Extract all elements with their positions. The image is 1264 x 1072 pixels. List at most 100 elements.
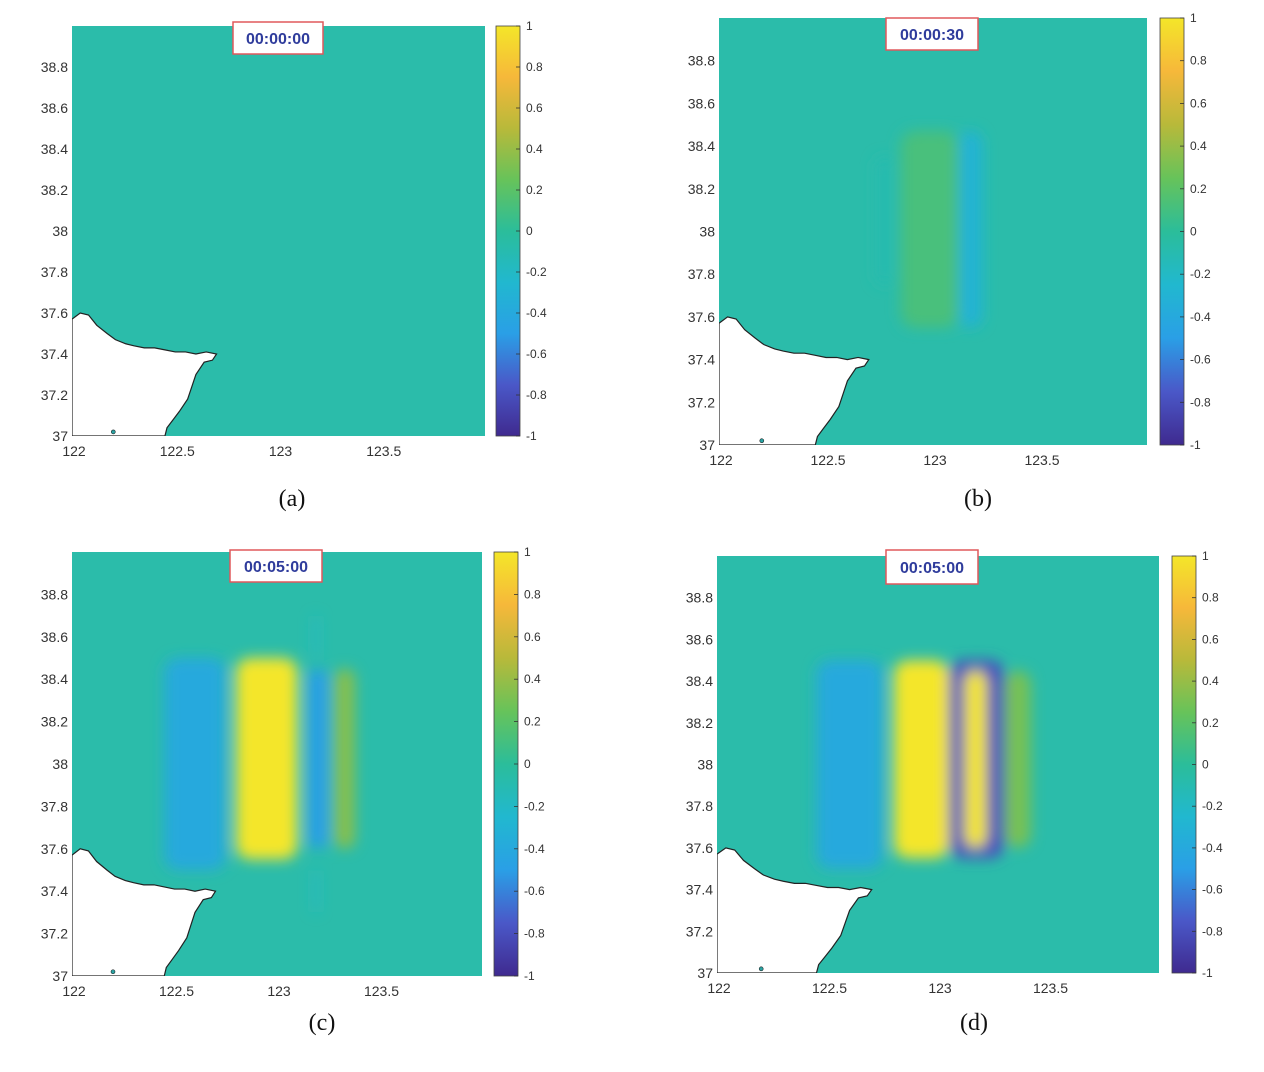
x-tick-label: 122.5	[812, 980, 847, 996]
y-tick-label: 37.2	[688, 394, 715, 410]
y-tick-label: 38.8	[688, 53, 715, 69]
y-tick-label: 37	[52, 428, 68, 444]
island	[759, 438, 765, 444]
heatmap-cell	[313, 615, 318, 658]
x-tick-label: 122	[709, 452, 733, 468]
colorbar-tick-label: -0.2	[1190, 267, 1211, 281]
y-tick-label: 37.4	[41, 883, 68, 899]
timestamp-box	[229, 549, 323, 583]
colorbar-tick-label: 0.8	[526, 60, 543, 74]
heatmap-cell	[875, 156, 895, 285]
y-tick-label: 37.6	[688, 309, 715, 325]
land-coastline	[717, 847, 873, 973]
colorbar-tick-label: 0.6	[526, 101, 543, 115]
colorbar-tick-label: 1	[524, 545, 531, 559]
y-tick-label: 37	[52, 968, 68, 984]
x-tick-label: 123	[267, 983, 291, 999]
colorbar-tick-label: -0.8	[526, 388, 547, 402]
y-tick-label: 37.6	[41, 841, 68, 857]
colorbar-tick-label: 0.4	[1202, 674, 1219, 688]
y-tick-label: 37.4	[41, 346, 68, 362]
y-tick-label: 38.6	[41, 100, 68, 116]
y-tick-label: 37	[699, 437, 715, 453]
heatmap-features	[164, 615, 355, 913]
panel-a: 37 37.2 37.4 37.6 37.8 38 38.2 38.4 38.6 38.8 122 1…	[0, 0, 632, 536]
y-tick-label: 37.8	[688, 266, 715, 282]
colorbar-tick-label: 0	[1190, 225, 1197, 239]
y-tick-label: 37	[697, 965, 713, 981]
timestamp-label: 00:05:00	[244, 559, 308, 576]
y-tick-label: 38.2	[41, 182, 68, 198]
colorbar-tick-label: 0.2	[1202, 716, 1219, 730]
colorbar-tick-label: 1	[526, 19, 533, 33]
heatmap-chart-c: 37 37.2 37.4 37.6 37.8 38 38.2 38.4 38.6 38.8 122 1…	[41, 545, 545, 1036]
colorbar-tick-label: -0.6	[1190, 353, 1211, 367]
y-tick-label: 37.6	[686, 840, 713, 856]
colorbar-tick-label: -1	[524, 969, 535, 983]
colorbar-tick-label: -1	[526, 429, 537, 443]
heatmap-cell	[164, 658, 226, 870]
heatmap-cell	[313, 870, 318, 913]
x-tick-label: 123.5	[1033, 980, 1068, 996]
y-tick-label: 37.8	[41, 798, 68, 814]
heatmap-cell	[236, 658, 298, 860]
panel-caption: (a)	[279, 486, 306, 512]
heatmap-cell	[958, 131, 983, 328]
y-tick-label: 38.6	[688, 95, 715, 111]
colorbar-tick-label: 0.4	[1190, 139, 1207, 153]
y-tick-label: 38	[52, 756, 68, 772]
y-tick-label: 38.2	[688, 181, 715, 197]
x-tick-label: 123.5	[1024, 452, 1059, 468]
colorbar-tick-label: 0.2	[1190, 182, 1207, 196]
x-tick-label: 123	[923, 452, 947, 468]
island	[110, 969, 116, 975]
timestamp-label: 00:00:00	[246, 31, 310, 48]
colorbar-tick-label: -0.6	[1202, 883, 1223, 897]
y-tick-label: 38	[697, 757, 713, 773]
x-tick-label: 122	[707, 980, 731, 996]
y-tick-label: 38.2	[41, 714, 68, 730]
y-tick-label: 38.8	[41, 59, 68, 75]
colorbar-tick-label: -0.4	[526, 306, 547, 320]
colorbar-tick-label: -0.2	[524, 799, 545, 813]
y-tick-label: 38.4	[41, 671, 68, 687]
panel-caption: (c)	[309, 1010, 336, 1036]
colorbar-tick-label: -0.2	[1202, 799, 1223, 813]
colorbar-tick-label: 0	[524, 757, 531, 771]
heatmap-cell	[900, 131, 959, 328]
colorbar-tick-label: -0.8	[524, 927, 545, 941]
y-tick-label: 38	[52, 223, 68, 239]
colorbar-tick-label: 0	[1202, 758, 1209, 772]
colorbar-tick-label: -0.8	[1202, 924, 1223, 938]
land-coastline	[719, 316, 870, 445]
x-tick-label: 122.5	[160, 443, 195, 459]
y-tick-label: 37.2	[686, 923, 713, 939]
y-tick-label: 37.4	[688, 352, 715, 368]
x-tick-label: 122	[62, 443, 86, 459]
panel-b: 37 37.2 37.4 37.6 37.8 38 38.2 38.4 38.6 38.8 122 1…	[632, 0, 1264, 536]
colorbar-tick-label: 0.4	[524, 672, 541, 686]
y-tick-label: 37.2	[41, 926, 68, 942]
colorbar-tick-label: -1	[1190, 438, 1201, 452]
y-tick-label: 38.8	[41, 586, 68, 602]
colorbar-tick-label: 0.4	[526, 142, 543, 156]
heatmap-cell	[964, 670, 987, 848]
colorbar-tick-label: -0.4	[1202, 841, 1223, 855]
heatmap-cell	[816, 660, 883, 869]
colorbar-tick-label: 0.8	[1202, 591, 1219, 605]
y-tick-label: 37.4	[686, 882, 713, 898]
y-tick-label: 38.6	[41, 629, 68, 645]
heatmap-cell	[1004, 670, 1031, 848]
y-tick-label: 37.6	[41, 305, 68, 321]
x-tick-label: 123	[928, 980, 952, 996]
island	[758, 966, 764, 972]
timestamp-label: 00:00:30	[900, 27, 964, 44]
colorbar-tick-label: -0.6	[524, 884, 545, 898]
colorbar-tick-label: -1	[1202, 966, 1213, 980]
colorbar-tick-label: 0.6	[1202, 632, 1219, 646]
heatmap-chart-d: 37 37.2 37.4 37.6 37.8 38 38.2 38.4 38.6 38.8 122 1…	[686, 549, 1223, 1036]
heatmap-cell	[893, 660, 950, 859]
heatmap-chart-b: 37 37.2 37.4 37.6 37.8 38 38.2 38.4 38.6 38.8 122 1…	[688, 11, 1211, 512]
panel-c: 37 37.2 37.4 37.6 37.8 38 38.2 38.4 38.6 38.8 122 1…	[0, 536, 632, 1072]
y-tick-label: 38.4	[41, 141, 68, 157]
